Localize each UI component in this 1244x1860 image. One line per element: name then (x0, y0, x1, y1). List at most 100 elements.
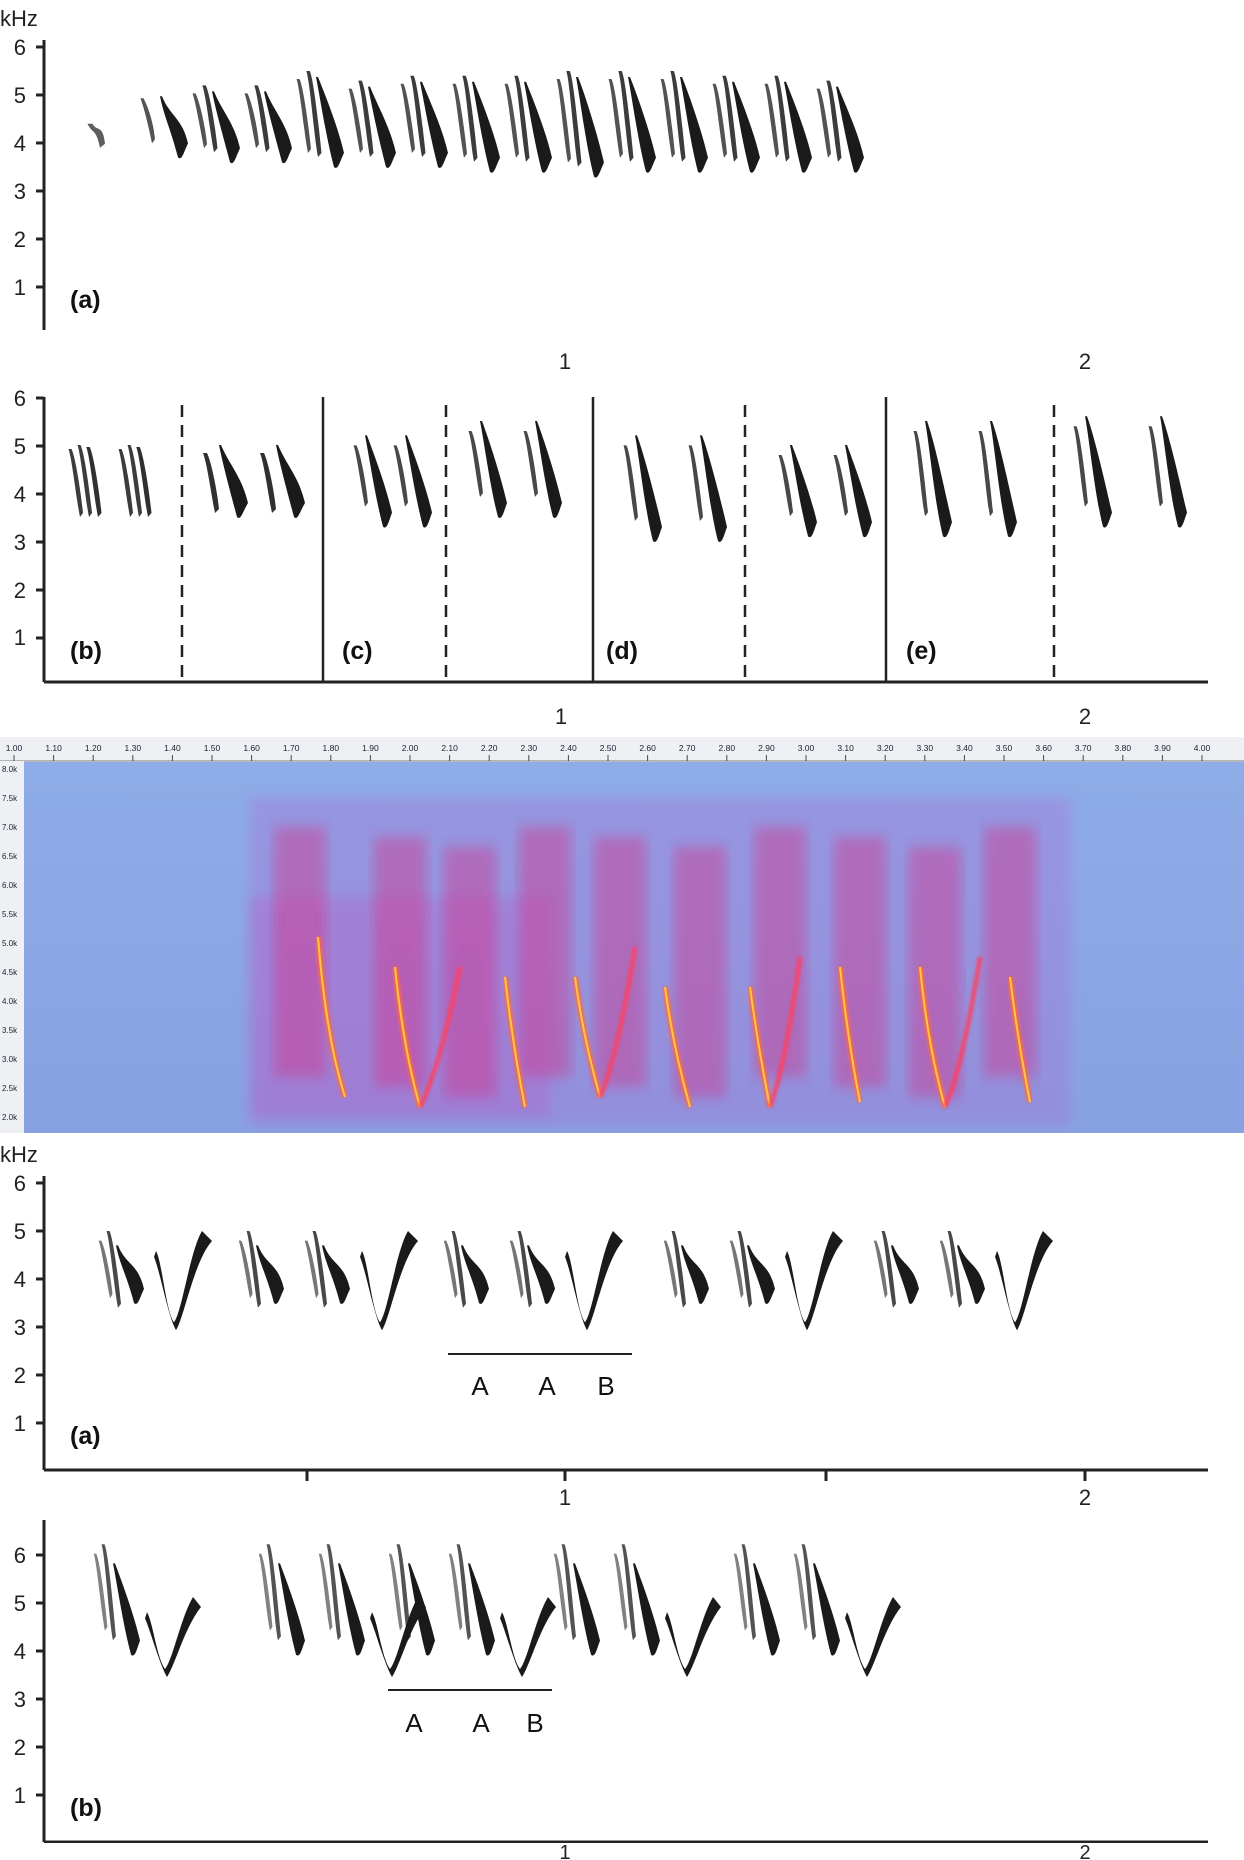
y-tick-label: 2 (14, 1735, 26, 1760)
motif-label: B (597, 1371, 614, 1401)
note-sweep (747, 1245, 775, 1304)
note-streak (203, 453, 219, 513)
bright-downsweep-core (317, 936, 346, 1098)
y-tick-label: 6 (14, 35, 26, 60)
y-tick-label: 5 (14, 434, 26, 459)
time-tick-label: 2.20 (481, 743, 498, 753)
note-sweep (527, 1245, 555, 1304)
note-streak (456, 1544, 471, 1641)
panel-letter: (a) (70, 286, 101, 314)
x-tick-label: 2 (1079, 704, 1091, 729)
freq-tick-label: 5.0k (2, 939, 18, 948)
note-v (360, 1231, 418, 1331)
note-streak (468, 431, 483, 497)
note-streak (118, 449, 133, 517)
syllable-plume (834, 837, 886, 1087)
x-axis-labels-panel-a-top: 1 2 (559, 349, 1091, 374)
note-streak (881, 1231, 896, 1308)
note-sweep (316, 77, 344, 168)
y-tick-label: 4 (14, 482, 26, 507)
y-tick-labels: 6 5 4 3 2 1 (14, 1543, 26, 1808)
y-tick-label: 4 (14, 1639, 26, 1664)
note-streak (244, 93, 259, 149)
note-streak (296, 79, 311, 153)
note-streak (127, 445, 142, 517)
syllable-plume (674, 847, 726, 1097)
note-v (665, 1597, 721, 1677)
note-sweep (256, 1245, 284, 1304)
y-tick-marks (36, 396, 44, 640)
syllable-plume (444, 847, 496, 1097)
time-tick-label: 1.60 (243, 743, 260, 753)
time-tick-label: 2.40 (560, 743, 577, 753)
note-streak (106, 1231, 121, 1308)
y-tick-label: 1 (14, 625, 26, 650)
note-streak (136, 447, 152, 517)
note-streak (793, 1553, 808, 1631)
rising-arm (597, 946, 638, 1099)
note-streak (688, 445, 703, 521)
y-tick-label: 6 (14, 386, 26, 411)
y-tick-label: 3 (14, 530, 26, 555)
note-sweep (160, 96, 188, 159)
note-v (154, 1231, 212, 1331)
note-streak (400, 83, 415, 153)
syllable-plume (754, 827, 806, 1077)
panel-letter: (a) (70, 1422, 101, 1450)
panel-letter: (e) (906, 637, 937, 665)
note-streak (358, 80, 374, 157)
freq-tick-label: 2.5k (2, 1084, 18, 1093)
note-sweep (891, 1245, 919, 1304)
y-tick-label: 2 (14, 578, 26, 603)
syllable-group (93, 1544, 901, 1677)
note-streak (443, 1240, 458, 1299)
note-streak (523, 431, 538, 497)
rising-arm (767, 956, 803, 1108)
note-streak (873, 1240, 888, 1299)
note-streak (947, 1231, 962, 1308)
note-streak (509, 1240, 524, 1299)
note-streak (451, 1231, 466, 1308)
x-tick-label: 1 (559, 1485, 571, 1510)
y-tick-labels: 6 5 4 3 2 1 (14, 35, 26, 300)
bright-downsweep-core (504, 976, 526, 1108)
note-streak (86, 447, 102, 517)
y-tick-label: 3 (14, 1687, 26, 1712)
note-v (145, 1597, 201, 1677)
note-streak (254, 85, 270, 153)
note-streak (826, 80, 842, 162)
motif-label: A (405, 1708, 423, 1738)
note-v (370, 1597, 426, 1677)
y-tick-label: 4 (14, 131, 26, 156)
note-streak (764, 83, 779, 158)
note-sweep (732, 81, 760, 173)
time-tick-label: 1.80 (323, 743, 340, 753)
y-tick-label: 6 (14, 1543, 26, 1568)
freq-tick-label: 5.5k (2, 910, 18, 919)
note-streak (613, 1553, 628, 1631)
note-streak (833, 455, 848, 517)
note-streak (140, 98, 155, 144)
rising-arm (942, 956, 983, 1109)
note-v (785, 1231, 843, 1331)
motif-label: A (538, 1371, 556, 1401)
note-streak (670, 71, 686, 162)
syllable-plume (984, 827, 1036, 1077)
panel-letter: (d) (606, 637, 638, 665)
freq-ruler-labels: 8.0k 7.5k 7.0k 6.5k 6.0k 5.5k 5.0k 4.5k 4.0k 3.5k… (2, 765, 18, 1122)
note-v (565, 1231, 623, 1331)
note-sweep (405, 435, 432, 528)
note-streak (68, 449, 83, 517)
rising-arm (417, 966, 463, 1109)
time-ruler (0, 737, 1244, 761)
note-sweep (113, 1563, 140, 1656)
y-tick-marks (36, 1181, 44, 1425)
note-sweep (576, 77, 604, 178)
bright-downsweep-core (839, 966, 861, 1103)
note-streak (671, 1231, 686, 1308)
note-streak (623, 445, 638, 521)
note-sweep (338, 1563, 365, 1656)
x-tick-label: 2 (1079, 1485, 1091, 1510)
time-ruler-labels: 1.00 1.10 1.20 1.30 1.40 1.50 1.60 1.70 1.80 1.90… (6, 743, 1211, 761)
note-streak (778, 455, 793, 517)
